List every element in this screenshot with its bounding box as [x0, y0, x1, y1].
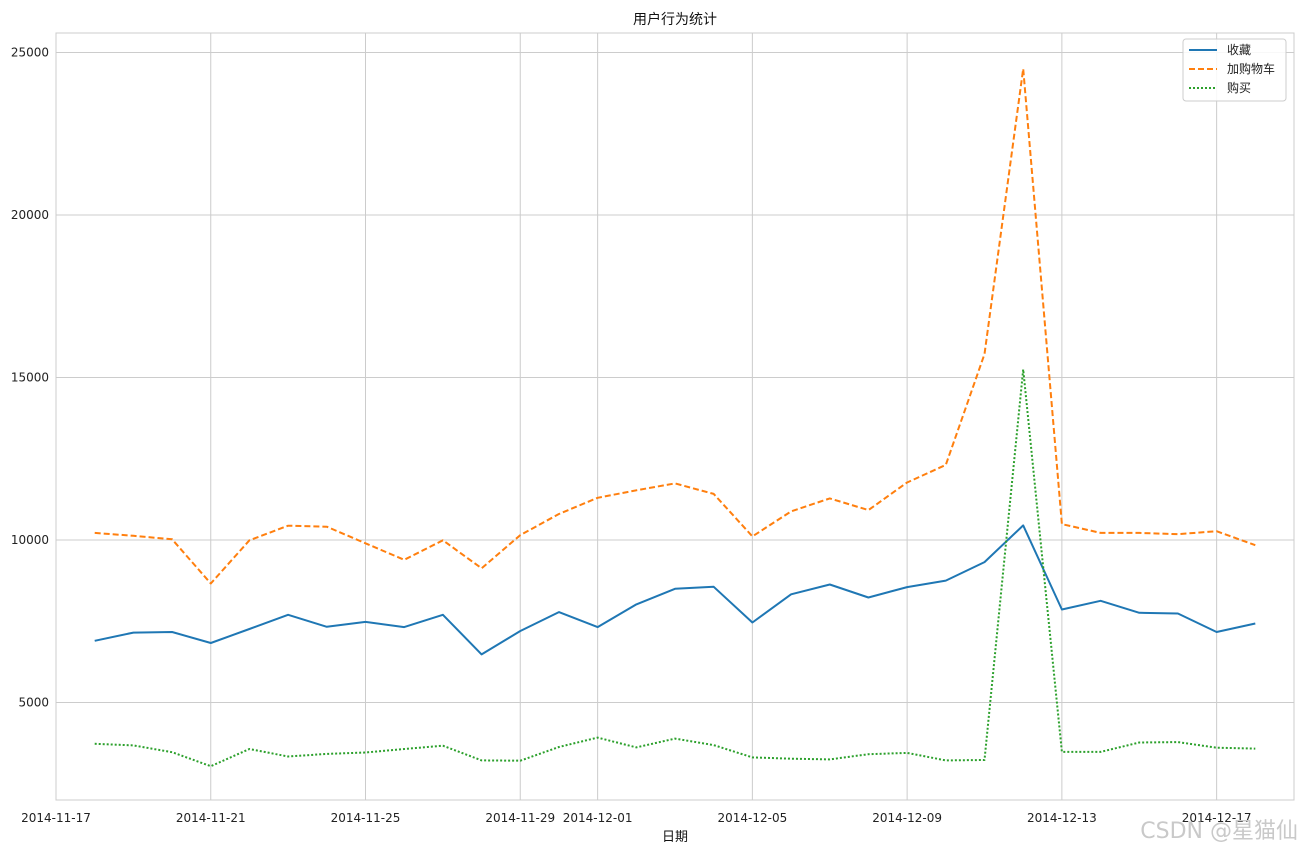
- legend-label: 购买: [1227, 80, 1251, 95]
- x-tick-label: 2014-12-17: [1182, 811, 1252, 825]
- y-tick-label: 5000: [18, 696, 49, 710]
- y-tick-label: 25000: [11, 46, 49, 60]
- series-group: [94, 67, 1256, 768]
- x-tick-label: 2014-12-09: [872, 811, 942, 825]
- chart-title: 用户行为统计: [633, 11, 717, 28]
- x-tick-label: 2014-12-01: [563, 811, 633, 825]
- y-tick-label: 20000: [11, 208, 49, 222]
- y-tick-label: 10000: [11, 533, 49, 547]
- x-tick-label: 2014-11-25: [331, 811, 401, 825]
- series-line: [94, 67, 1256, 585]
- legend-label: 收藏: [1227, 43, 1251, 57]
- watermark: CSDN @星猫仙: [1140, 819, 1298, 844]
- y-tick-label: 15000: [11, 371, 49, 385]
- legend-box: [1182, 38, 1287, 102]
- x-tick-label: 2014-11-21: [176, 811, 246, 825]
- x-tick-label: 2014-11-29: [485, 811, 555, 825]
- x-tick-label: 2014-12-05: [718, 811, 788, 825]
- x-tick-label: 2014-12-13: [1027, 811, 1097, 825]
- series-line: [94, 368, 1256, 768]
- legend-label: 加购物车: [1227, 61, 1275, 76]
- plot-frame: [55, 32, 1295, 801]
- tick-labels: 2014-11-17 2014-11-21 2014-11-25 2014-11-29…: [11, 46, 1252, 826]
- x-axis-title: 日期: [662, 830, 688, 845]
- x-tick-label: 2014-11-17: [21, 811, 91, 825]
- grid: [55, 33, 1294, 800]
- series-line: [94, 524, 1256, 656]
